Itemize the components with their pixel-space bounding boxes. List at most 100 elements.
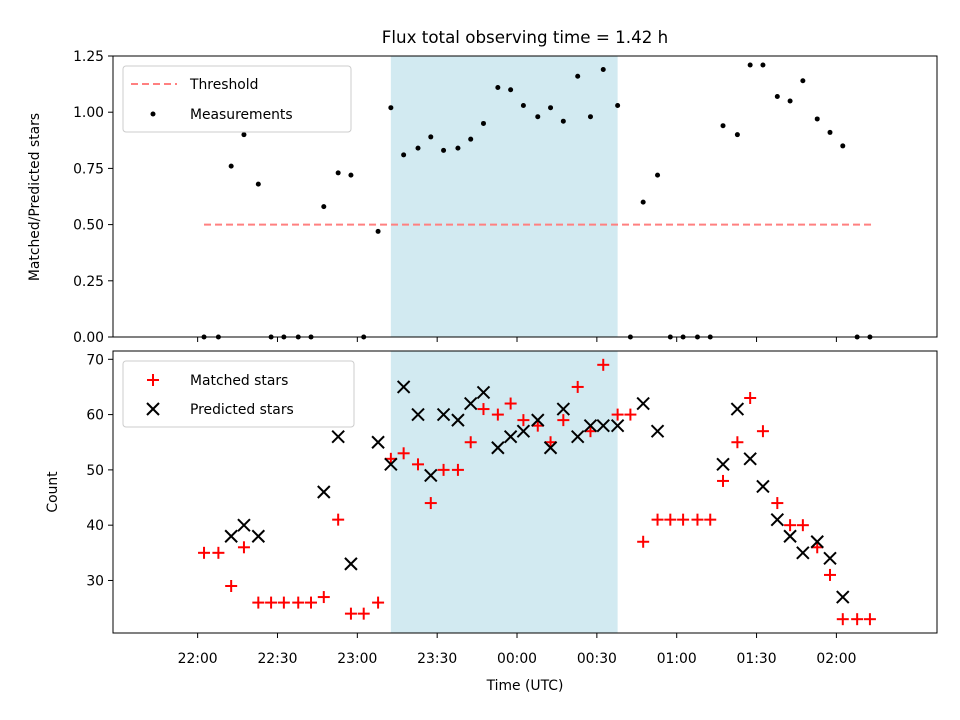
matched-star-point	[464, 436, 477, 449]
predicted-star-point	[516, 424, 531, 438]
predicted-star-point	[451, 413, 465, 427]
matched-star-point	[836, 613, 849, 626]
predicted-star-point	[531, 413, 545, 427]
predicted-star-point	[650, 424, 665, 438]
predicted-stars-points	[224, 380, 850, 604]
matched-star-point	[624, 408, 637, 421]
predicted-star-point	[810, 535, 824, 549]
measurement-point	[441, 147, 447, 153]
matched-star-point	[611, 408, 624, 421]
measurement-point	[774, 93, 780, 99]
matched-star-point	[237, 541, 250, 554]
predicted-star-point	[583, 418, 598, 433]
predicted-star-point	[476, 385, 491, 400]
bottom-legend: Matched stars Predicted stars	[122, 360, 355, 428]
matched-star-point	[571, 380, 584, 393]
matched-star-point	[397, 447, 410, 460]
matched-star-point	[424, 497, 437, 510]
measurement-point	[508, 87, 514, 93]
matched-star-point	[771, 497, 784, 510]
top-legend: Threshold Measurements	[122, 65, 352, 133]
measurement-point	[560, 118, 566, 124]
predicted-star-point	[503, 429, 518, 444]
matched-stars-legend-swatch	[147, 374, 159, 386]
bottom-panel: 30 40 50 60 70 22:00 22:30 23:00 23:30 00:00 00:3…	[45, 350, 938, 694]
x-tick-label: 01:30	[737, 651, 777, 667]
bottom-y-axis-label: Count	[45, 471, 61, 513]
measurement-point	[814, 116, 820, 122]
bottom-shaded-region	[390, 351, 618, 633]
measurement-point	[535, 114, 541, 120]
matched-star-point	[437, 463, 450, 476]
measurement-point	[468, 136, 474, 142]
predicted-star-point	[411, 407, 425, 422]
matched-star-point	[344, 607, 357, 620]
matched-star-point	[651, 513, 664, 526]
measurement-point	[840, 143, 846, 149]
matched-star-point	[357, 607, 370, 620]
matched-star-point	[784, 519, 797, 532]
matched-stars-points	[198, 358, 876, 626]
predicted-star-point	[396, 380, 411, 394]
measurement-point	[734, 132, 740, 138]
bottom-legend-box	[122, 360, 355, 428]
matched-star-point	[677, 513, 690, 526]
measurement-point	[455, 145, 461, 151]
bottom-y-tick-label: 60	[86, 408, 104, 424]
matched-star-point	[691, 513, 704, 526]
x-tick-label: 23:00	[337, 651, 377, 667]
predicted-star-point	[251, 529, 266, 543]
measurement-point	[548, 105, 554, 111]
predicted-star-point	[331, 429, 345, 444]
matched-star-point	[863, 613, 876, 626]
matched-star-point	[491, 408, 504, 421]
matched-star-point	[198, 546, 211, 559]
matched-star-point	[212, 546, 225, 559]
matched-star-point	[544, 436, 557, 449]
measurement-point	[348, 172, 354, 178]
matched-star-point	[531, 419, 544, 432]
matched-star-point	[796, 519, 809, 532]
matched-star-point	[744, 392, 757, 404]
measurement-point	[520, 102, 526, 108]
x-tick-label: 22:00	[178, 651, 218, 667]
matched-star-point	[756, 425, 769, 438]
top-axes-frame	[112, 55, 938, 338]
measurement-point	[720, 123, 726, 129]
matched-star-point	[372, 596, 385, 609]
predicted-stars-legend-label: Predicted stars	[190, 402, 294, 418]
measurement-point	[655, 172, 661, 178]
predicted-star-point	[224, 529, 238, 543]
predicted-star-point	[783, 529, 797, 543]
measurement-point	[388, 105, 394, 111]
predicted-star-point	[237, 518, 251, 532]
x-tick-label: 01:00	[657, 651, 697, 667]
matched-star-point	[517, 414, 530, 427]
matched-star-point	[811, 541, 824, 554]
matched-star-point	[504, 397, 517, 410]
matched-star-point	[451, 463, 464, 476]
predicted-star-point	[543, 441, 558, 455]
top-y-tick-label: 0.25	[73, 274, 104, 290]
matched-star-point	[704, 513, 717, 526]
top-shaded-region	[390, 56, 618, 337]
measurements-legend-swatch	[150, 111, 156, 117]
bottom-axes-frame	[112, 350, 938, 634]
measurement-point	[787, 98, 793, 104]
matched-star-point	[292, 596, 305, 609]
top-legend-box	[122, 65, 352, 133]
matched-star-point	[265, 596, 278, 609]
bottom-y-tick-label: 40	[86, 518, 104, 534]
matched-star-point	[252, 596, 265, 609]
predicted-star-point	[823, 551, 837, 566]
predicted-stars-legend-swatch	[146, 402, 160, 416]
predicted-star-point	[636, 396, 650, 411]
x-tick-label: 23:30	[417, 651, 457, 667]
predicted-star-point	[344, 557, 358, 571]
matched-star-point	[277, 596, 290, 609]
measurement-point	[615, 102, 621, 108]
predicted-star-point	[796, 546, 810, 560]
measurement-point	[575, 73, 581, 79]
predicted-star-point	[317, 485, 331, 499]
